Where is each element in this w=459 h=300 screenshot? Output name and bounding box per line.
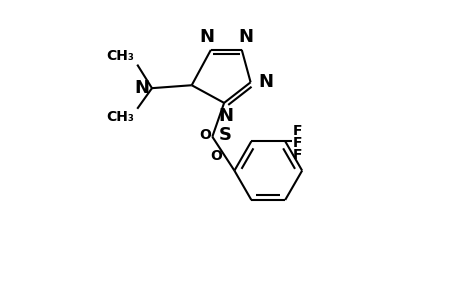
Text: N: N (257, 73, 272, 91)
Text: F: F (292, 124, 302, 138)
Text: N: N (134, 79, 149, 97)
Text: CH₃: CH₃ (106, 49, 134, 63)
Text: S: S (218, 126, 231, 144)
Text: N: N (198, 28, 213, 46)
Text: F: F (292, 148, 302, 162)
Text: F: F (292, 136, 302, 150)
Text: O: O (209, 148, 221, 163)
Text: N: N (238, 28, 253, 46)
Text: CH₃: CH₃ (106, 110, 134, 124)
Text: N: N (218, 107, 233, 125)
Text: O: O (199, 128, 210, 142)
